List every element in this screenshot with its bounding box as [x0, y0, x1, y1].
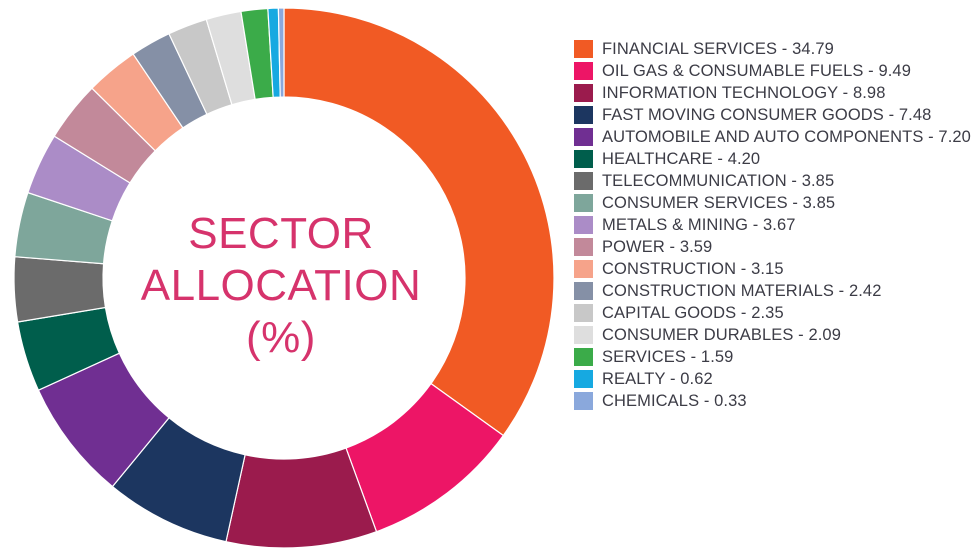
legend-separator: -: [736, 304, 752, 322]
legend-value: 3.59: [679, 238, 713, 256]
legend-value: 2.42: [848, 282, 882, 300]
legend-value: 8.98: [852, 84, 886, 102]
legend-swatch: [574, 150, 593, 168]
pie-slice-17: [277, 7, 285, 98]
legend-value: 1.59: [700, 348, 734, 366]
legend-separator: -: [777, 40, 793, 58]
legend-separator: -: [923, 128, 939, 146]
legend-separator: -: [787, 194, 803, 212]
legend-value: 34.79: [792, 40, 834, 58]
legend-item: INFORMATION TECHNOLOGY - 8.98: [574, 82, 974, 104]
legend-swatch: [574, 84, 593, 102]
legend-label: HEALTHCARE: [602, 150, 713, 168]
legend-swatch: [574, 172, 593, 190]
chart-title: SECTOR ALLOCATION (%): [131, 208, 431, 364]
legend-label: CONSUMER DURABLES: [602, 326, 794, 344]
legend-item: FAST MOVING CONSUMER GOODS - 7.48: [574, 104, 974, 126]
legend-swatch: [574, 260, 593, 278]
legend-swatch: [574, 194, 593, 212]
legend-label: INFORMATION TECHNOLOGY: [602, 84, 838, 102]
chart-title-line-2: ALLOCATION: [140, 261, 422, 310]
legend-label: POWER: [602, 238, 665, 256]
legend-separator: -: [786, 172, 802, 190]
legend-label: CONSTRUCTION: [602, 260, 737, 278]
legend-item: CHEMICALS - 0.33: [574, 390, 974, 412]
legend-item: FINANCIAL SERVICES - 34.79: [574, 38, 974, 60]
legend-swatch: [574, 392, 593, 410]
legend-item: POWER - 3.59: [574, 236, 974, 258]
legend-item: REALTY - 0.62: [574, 368, 974, 390]
legend-label: CHEMICALS: [602, 392, 700, 410]
legend-swatch: [574, 238, 593, 256]
legend-value: 2.09: [808, 326, 841, 344]
legend-separator: -: [883, 106, 899, 124]
legend-swatch: [574, 40, 593, 58]
pie-slice-1: [283, 7, 555, 437]
legend-item: TELECOMMUNICATION - 3.85: [574, 170, 974, 192]
legend-item: CONSTRUCTION MATERIALS - 2.42: [574, 280, 974, 302]
sector-allocation-chart: SECTOR ALLOCATION (%): [13, 7, 555, 549]
legend-label: TELECOMMUNICATION: [602, 172, 787, 190]
legend-label: CONSTRUCTION MATERIALS: [602, 282, 834, 300]
legend-value: 7.48: [898, 106, 932, 124]
legend-label: AUTOMOBILE AND AUTO COMPONENTS: [602, 128, 924, 146]
legend-swatch: [574, 370, 593, 388]
legend-label: OIL GAS & CONSUMABLE FUELS: [602, 62, 864, 80]
legend-value: 4.20: [727, 150, 761, 168]
legend-item: CONSTRUCTION - 3.15: [574, 258, 974, 280]
legend-item: SERVICES - 1.59: [574, 346, 974, 368]
legend-swatch: [574, 106, 593, 124]
legend-item: CAPITAL GOODS - 2.35: [574, 302, 974, 324]
legend-item: METALS & MINING - 3.67: [574, 214, 974, 236]
legend-swatch: [574, 304, 593, 322]
legend-item: HEALTHCARE - 4.20: [574, 148, 974, 170]
chart-title-line-1: SECTOR: [188, 209, 374, 258]
legend-item: CONSUMER SERVICES - 3.85: [574, 192, 974, 214]
legend-swatch: [574, 348, 593, 366]
legend-separator: -: [685, 348, 701, 366]
legend-item: AUTOMOBILE AND AUTO COMPONENTS - 7.20: [574, 126, 974, 148]
legend-label: FAST MOVING CONSUMER GOODS: [602, 106, 884, 124]
legend-separator: -: [736, 260, 752, 278]
legend-separator: -: [863, 62, 879, 80]
legend-separator: -: [748, 216, 764, 234]
legend-separator: -: [837, 84, 853, 102]
legend-value: 3.67: [763, 216, 796, 234]
legend-value: 7.20: [938, 128, 971, 146]
legend-value: 3.15: [751, 260, 784, 278]
legend-label: CAPITAL GOODS: [602, 304, 737, 322]
legend-label: SERVICES: [602, 348, 686, 366]
legend-label: METALS & MINING: [602, 216, 749, 234]
legend-value: 0.33: [714, 392, 747, 410]
legend-separator: -: [793, 326, 809, 344]
chart-title-line-3: (%): [246, 313, 316, 362]
legend-separator: -: [664, 238, 680, 256]
legend-value: 9.49: [878, 62, 911, 80]
legend-item: CONSUMER DURABLES - 2.09: [574, 324, 974, 346]
legend-swatch: [574, 216, 593, 234]
legend-swatch: [574, 62, 593, 80]
legend-label: REALTY: [602, 370, 666, 388]
legend-label: FINANCIAL SERVICES: [602, 40, 778, 58]
chart-legend: FINANCIAL SERVICES - 34.79 OIL GAS & CONS…: [574, 38, 974, 412]
legend-label: CONSUMER SERVICES: [602, 194, 788, 212]
legend-swatch: [574, 326, 593, 344]
legend-item: OIL GAS & CONSUMABLE FUELS - 9.49: [574, 60, 974, 82]
legend-separator: -: [665, 370, 681, 388]
legend-value: 2.35: [751, 304, 784, 322]
legend-separator: -: [699, 392, 715, 410]
legend-value: 0.62: [680, 370, 713, 388]
donut-chart: [13, 7, 555, 549]
legend-value: 3.85: [802, 194, 836, 212]
legend-swatch: [574, 282, 593, 300]
legend-swatch: [574, 128, 593, 146]
legend-separator: -: [834, 282, 849, 300]
legend-value: 3.85: [801, 172, 835, 190]
legend-separator: -: [712, 150, 728, 168]
